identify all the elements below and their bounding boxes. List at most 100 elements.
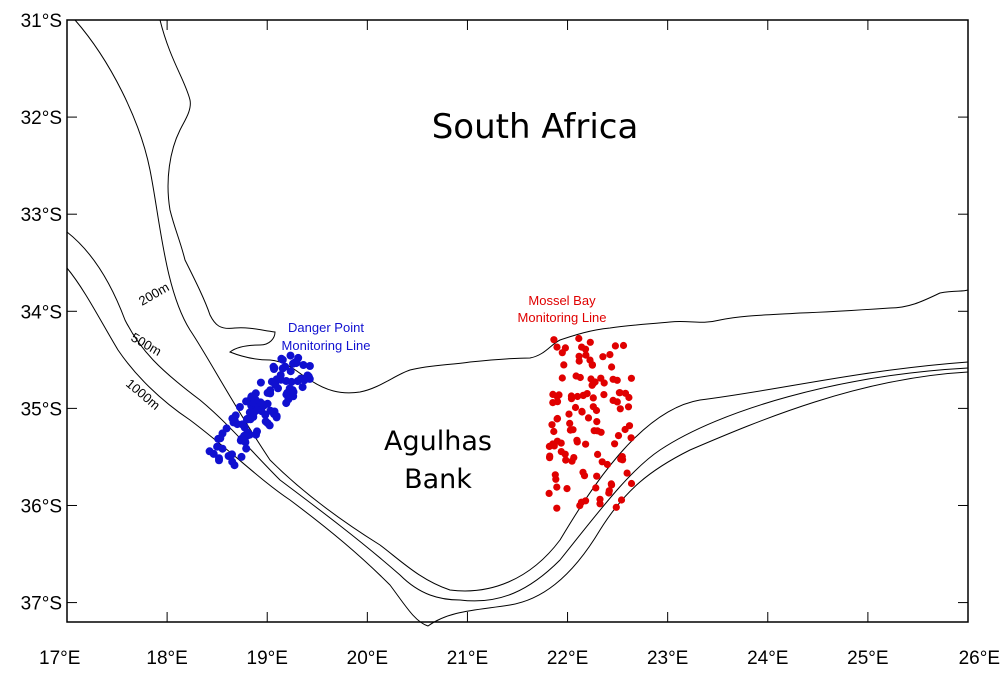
- danger-point-station-dot: [278, 355, 287, 364]
- mossel-bay-station-dot: [571, 403, 580, 412]
- danger-point-station-dot: [299, 361, 308, 369]
- mossel-bay-station-dot: [605, 487, 613, 495]
- mossel-bay-label-line2: Monitoring Line: [518, 310, 607, 325]
- mossel-bay-station-dot: [611, 440, 619, 448]
- danger-point-station-dot: [284, 395, 293, 404]
- mossel-bay-station-dot: [555, 391, 563, 399]
- mossel-bay-station-dot: [567, 395, 576, 403]
- mossel-bay-station-dot: [613, 376, 621, 384]
- danger-point-station-dot: [243, 415, 252, 423]
- danger-point-station-dot: [271, 380, 280, 389]
- danger-point-station-dot: [228, 457, 237, 466]
- danger-point-label-line1: Danger Point: [288, 320, 364, 335]
- lat-tick-label: 33°S: [21, 205, 62, 226]
- axis-ticks: [66, 19, 969, 622]
- mossel-bay-station-dot: [594, 450, 602, 458]
- mossel-bay-station-dot: [582, 440, 590, 448]
- mossel-bay-station-dot: [550, 336, 558, 344]
- danger-point-station-dot: [253, 406, 262, 415]
- isobath-1000m-line: [66, 267, 969, 627]
- mossel-bay-station-dot: [627, 374, 636, 382]
- mossel-bay-station-dot: [553, 398, 562, 406]
- mossel-bay-station-dot: [621, 425, 629, 434]
- mossel-bay-station-dot: [613, 398, 621, 406]
- isobath-200m-line: [74, 19, 969, 592]
- mossel-bay-station-dot: [578, 407, 586, 415]
- mossel-bay-station-dot: [549, 440, 557, 448]
- bank-label-line1: Agulhas: [384, 426, 492, 457]
- mossel-bay-station-dot: [561, 450, 569, 458]
- mossel-bay-station-dot: [625, 393, 633, 402]
- danger-point-station-dot: [266, 389, 275, 398]
- mossel-bay-station-dot: [552, 475, 560, 483]
- lon-tick-label: 25°E: [847, 648, 888, 669]
- mossel-bay-station-dot: [557, 439, 565, 447]
- mossel-bay-station-dot: [627, 479, 636, 488]
- mossel-bay-station-dot: [600, 391, 608, 399]
- mossel-bay-station-dot: [579, 391, 587, 400]
- region-label: South Africa: [432, 107, 639, 147]
- mossel-bay-station-dot: [575, 357, 583, 365]
- mossel-bay-station-dot: [592, 484, 600, 492]
- lon-tick-label: 19°E: [247, 648, 288, 669]
- mossel-bay-station-dot: [565, 410, 573, 418]
- mossel-bay-station-dot: [614, 432, 623, 440]
- danger-point-station-dot: [238, 420, 247, 429]
- danger-point-station-dot: [256, 398, 265, 407]
- mossel-bay-station-dot: [553, 483, 561, 491]
- mossel-bay-station-dot: [593, 418, 601, 426]
- lon-tick-label: 26°E: [959, 648, 1000, 669]
- danger-point-station-dot: [240, 431, 249, 440]
- map-frame: [66, 19, 969, 623]
- danger-point-station-dot: [256, 378, 265, 387]
- danger-point-station-dot: [292, 357, 301, 366]
- lon-tick-label: 21°E: [447, 648, 488, 669]
- mossel-bay-station-dot: [615, 389, 624, 397]
- lon-tick-label: 24°E: [747, 648, 788, 669]
- lat-tick-label: 31°S: [21, 11, 62, 32]
- danger-point-station-dot: [216, 434, 225, 443]
- mossel-bay-station-dot: [546, 452, 554, 460]
- danger-point-station-dot: [287, 377, 296, 386]
- danger-point-station-dot: [215, 454, 223, 463]
- danger-point-station-dot: [229, 418, 238, 427]
- isobath-500m-line: [66, 231, 969, 602]
- mossel-bay-station-dot: [545, 489, 553, 497]
- mossel-bay-station-dot: [563, 485, 571, 493]
- danger-point-station-dot: [218, 444, 227, 453]
- mossel-bay-station-dot: [597, 374, 605, 382]
- mossel-bay-stations: [545, 334, 636, 512]
- lon-tick-label: 20°E: [347, 648, 388, 669]
- danger-point-station-dot: [305, 362, 314, 370]
- danger-point-station-dot: [241, 438, 250, 447]
- mossel-bay-station-dot: [590, 427, 598, 435]
- mossel-bay-station-dot: [573, 392, 582, 401]
- mossel-bay-station-dot: [575, 334, 583, 343]
- mossel-bay-station-dot: [549, 390, 557, 398]
- mossel-bay-station-dot: [566, 426, 575, 434]
- mossel-bay-station-dot: [603, 460, 612, 469]
- danger-point-station-dot: [209, 449, 218, 458]
- mossel-bay-station-dot: [627, 434, 635, 442]
- mossel-bay-station-dot: [619, 341, 628, 350]
- mossel-bay-station-dot: [617, 496, 626, 504]
- mossel-bay-station-dot: [553, 343, 561, 351]
- mossel-bay-station-dot: [589, 394, 597, 402]
- mossel-bay-station-dot: [584, 414, 593, 422]
- danger-point-station-dot: [261, 410, 270, 419]
- mossel-bay-station-dot: [606, 351, 614, 359]
- mossel-bay-station-dot: [560, 361, 568, 369]
- mossel-bay-station-dot: [624, 403, 633, 411]
- danger-point-station-dot: [235, 403, 244, 411]
- mossel-bay-station-dot: [586, 356, 594, 364]
- mossel-bay-station-dot: [597, 428, 605, 436]
- mossel-bay-station-dot: [581, 345, 590, 353]
- mossel-bay-station-dot: [576, 373, 584, 382]
- danger-point-station-dot: [242, 397, 251, 406]
- mossel-bay-station-dot: [588, 381, 596, 389]
- mossel-bay-station-dot: [558, 349, 566, 357]
- lon-tick-label: 23°E: [647, 648, 688, 669]
- coastline: [159, 19, 969, 394]
- danger-point-station-dot: [278, 364, 287, 373]
